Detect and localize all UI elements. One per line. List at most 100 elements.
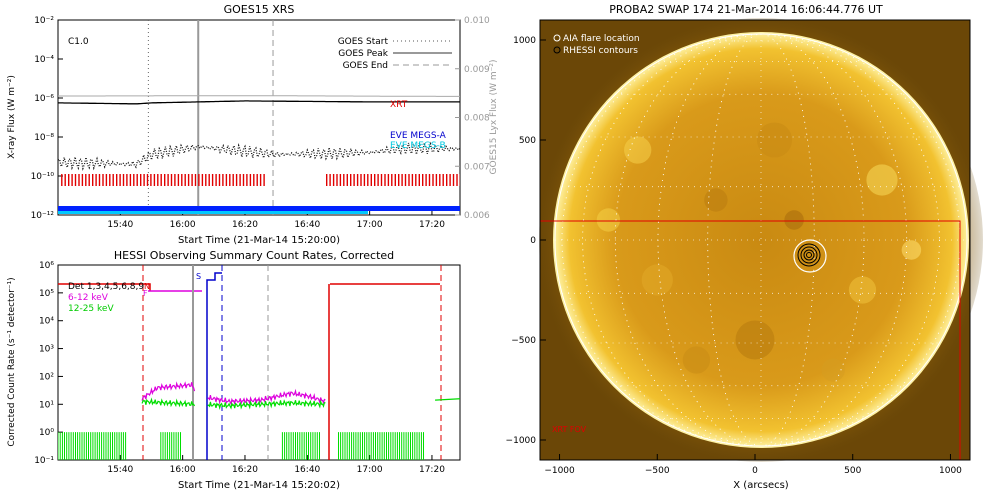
goes-series — [58, 95, 460, 171]
goes-x-tick-label: 17:00 — [357, 220, 383, 230]
goes-xrt-tick — [401, 174, 403, 186]
goes-xrt-tick — [184, 174, 186, 186]
goes-y2-tick-label: 0.008 — [464, 114, 490, 124]
goes-xrt-tick — [356, 174, 359, 186]
goes-x-tick-label: 17:20 — [419, 220, 445, 230]
hessi-x-tick-label: 17:20 — [419, 465, 445, 475]
swap-y-tick-label: 500 — [519, 136, 536, 146]
hessi-late-segment — [435, 398, 460, 401]
goes-y-tick-label: 10⁻² — [34, 16, 54, 26]
hessi-y-ticks: 10⁶ 10⁵ 10⁴ 10³ 10² 10¹ 10⁰ 10⁻¹ — [34, 261, 63, 466]
goes-xrt-tick — [205, 174, 207, 186]
goes-xrt-tick — [428, 174, 431, 186]
swap-panel: PROBA2 SWAP 174 21-Mar-2014 16:06:44.776… — [506, 3, 983, 491]
goes-xrt-tick — [329, 174, 331, 186]
hessi-red-state-line — [58, 283, 151, 291]
goes-x-axis-label: Start Time (21-Mar-14 15:20:00) — [178, 235, 340, 246]
goes-xrt-tick — [380, 174, 383, 186]
hessi-y-tick-label: 10⁻¹ — [34, 456, 54, 466]
rhessi-contour-1 — [797, 243, 821, 267]
goes-y-tick-label: 10⁻¹² — [31, 211, 55, 221]
goes-xrt-tick — [122, 174, 125, 186]
goes-xrt-tick — [415, 174, 417, 186]
goes-y-tick-label: 10⁻⁴ — [34, 55, 54, 65]
goes-xrt-tick — [256, 174, 258, 186]
swap-y-tick-label: 0 — [530, 236, 536, 246]
goes-y2-tick-label: 0.010 — [464, 16, 490, 26]
goes-xrt-tick — [71, 174, 73, 186]
goes-xrt-tick — [160, 174, 162, 186]
hessi-legend-6-12: 6-12 keV — [68, 293, 109, 303]
goes-legend-start: GOES Start — [338, 37, 389, 47]
swap-x-ticks: −1000 −500 0 500 1000 — [544, 454, 962, 476]
goes-xrt-tick — [446, 174, 448, 186]
goes-xrt-tick — [363, 174, 366, 186]
swap-x-tick-label: 1000 — [939, 466, 962, 476]
goes-xrt-tick — [259, 174, 262, 186]
hessi-y-tick-label: 10² — [39, 372, 54, 382]
hessi-marker-n: N — [144, 282, 150, 291]
hessi-x-tick-label: 16:20 — [232, 465, 258, 475]
swap-y-tick-label: 1000 — [513, 36, 536, 46]
goes-xrt-tick — [119, 174, 121, 186]
hessi-series-6-12-kev — [207, 388, 326, 406]
grid-longitude-line — [582, 33, 940, 447]
flare-location — [793, 239, 827, 273]
goes-xrt-tick — [181, 174, 183, 186]
goes-xrt-tick — [95, 174, 97, 186]
swap-legend-aia: AIA flare location — [563, 34, 640, 44]
goes-xrt-tick — [384, 174, 386, 186]
goes-xrt-tick — [235, 174, 238, 186]
hessi-x-tick-label: 15:40 — [107, 465, 133, 475]
goes-xrt-tick — [98, 174, 101, 186]
hessi-title: HESSI Observing Summary Count Rates, Cor… — [114, 249, 394, 262]
xrt-fov-label: XRT FOV — [552, 425, 587, 434]
goes-xrt-tick — [343, 174, 345, 186]
goes-y2-tick-label: 0.007 — [464, 162, 490, 172]
goes-xrt-tick — [435, 174, 438, 186]
goes-xrt-tick — [78, 174, 80, 186]
goes-xrt-tick — [187, 174, 190, 186]
goes-xrt-tick — [194, 174, 197, 186]
swap-y-ticks: 1000 500 0 −500 −1000 — [506, 36, 546, 446]
hessi-y-tick-label: 10⁵ — [39, 289, 54, 299]
goes-y2-tick-label: 0.006 — [464, 211, 490, 221]
goes-xrt-tick — [239, 174, 241, 186]
goes-xrt-tick — [112, 174, 114, 186]
hessi-x-tick-label: 17:00 — [357, 465, 383, 475]
hessi-legend-12-25: 12-25 keV — [68, 304, 114, 314]
goes-panel: GOES15 XRS 15:40 16:00 16:20 16:40 17:00 17:2… — [7, 3, 499, 246]
goes-xrt-tick — [201, 174, 204, 186]
goes-xrt-tick — [263, 174, 265, 186]
goes-y-axis-label: X-ray Flux (W m⁻²) — [7, 75, 17, 159]
goes-xrt-tick — [198, 174, 200, 186]
goes-xrt-tick — [222, 174, 224, 186]
goes-xrt-tick — [391, 174, 393, 186]
sun-surface-texture — [596, 122, 922, 382]
goes-legend: GOES Start GOES Peak GOES End — [338, 37, 452, 71]
hessi-marker-f: F — [143, 289, 148, 298]
goes-xrt-tick — [394, 174, 396, 186]
goes-series-xrt — [58, 100, 460, 105]
goes-xrt-tick — [136, 174, 138, 186]
goes-xrt-tick — [109, 174, 111, 186]
swap-x-axis-label: X (arcsecs) — [733, 480, 789, 491]
hessi-y-tick-label: 10³ — [39, 345, 54, 355]
goes-series-goes-lyx — [58, 95, 460, 97]
goes-cyan-baseline — [58, 211, 368, 214]
goes-y2-axis-label: GOES15 Lyx Flux (W m⁻²) — [489, 60, 499, 175]
goes-series-eve-megs-a — [58, 141, 460, 171]
goes-xrt-tick — [102, 174, 104, 186]
sun-disk — [553, 32, 969, 448]
hessi-x-tick-label: 16:40 — [294, 465, 320, 475]
swap-legend-aia-symbol — [553, 34, 561, 42]
hessi-panel: HESSI Observing Summary Count Rates, Cor… — [7, 249, 461, 491]
goes-xrt-tick — [377, 174, 379, 186]
goes-xrt-tick — [170, 174, 173, 186]
swap-legend-rhessi: RHESSI contours — [563, 46, 638, 56]
goes-xrt-label: XRT — [390, 100, 408, 110]
goes-y-tick-label: 10⁻⁸ — [34, 133, 54, 143]
hessi-x-ticks: 15:40 16:00 16:20 16:40 17:00 17:20 — [107, 455, 445, 475]
goes-xrt-tick — [353, 174, 355, 186]
sun-surface-patch — [901, 240, 922, 260]
